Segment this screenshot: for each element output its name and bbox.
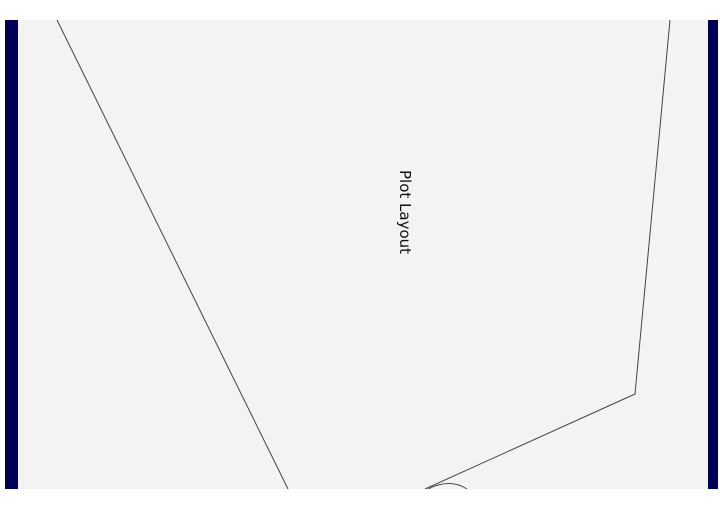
plot-arc	[427, 483, 468, 489]
plot-boundary-drawing	[56, 20, 671, 489]
right-border-bar	[708, 20, 718, 489]
plot-boundary-line	[56, 20, 289, 489]
plot-viewport[interactable]	[5, 20, 718, 489]
plot-label: Plot Layout	[312, 170, 414, 254]
left-border-bar	[5, 20, 18, 489]
plot-boundary-line-right	[424, 20, 671, 489]
